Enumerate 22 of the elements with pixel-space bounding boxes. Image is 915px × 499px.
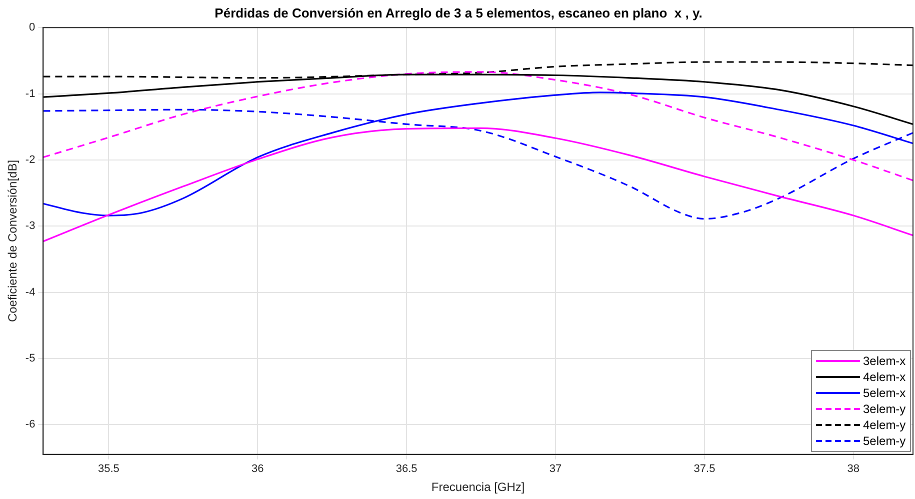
x-tick-label: 38 [847,463,860,476]
legend-label: 3elem-y [863,401,906,418]
x-axis-title: Frecuencia [GHz] [431,480,525,494]
x-tick-label: 37 [549,463,562,476]
y-tick-label: 0 [29,22,36,34]
y-axis-title: Coeficiente de Conversión[dB] [6,160,20,322]
chart-title: Pérdidas de Conversión en Arreglo de 3 a 5 elementos, escaneo en plano x , y. [214,5,702,20]
y-tick-label: -2 [25,154,36,166]
x-tick-label: 37.5 [694,463,716,476]
y-tick-label: -4 [25,286,36,298]
legend-label: 3elem-x [863,353,906,370]
y-tick-label: -5 [25,352,36,364]
x-tick-label: 35.5 [98,463,120,476]
x-tick-label: 36 [252,463,264,476]
legend-label: 4elem-x [863,369,906,386]
y-tick-label: -3 [25,220,36,232]
legend-label: 4elem-y [863,417,906,434]
legend-label: 5elem-x [863,385,906,402]
y-tick-label: -1 [25,88,36,100]
y-tick-label: -6 [25,418,36,431]
x-tick-label: 36.5 [396,463,418,476]
legend-label: 5elem-y [863,433,906,450]
